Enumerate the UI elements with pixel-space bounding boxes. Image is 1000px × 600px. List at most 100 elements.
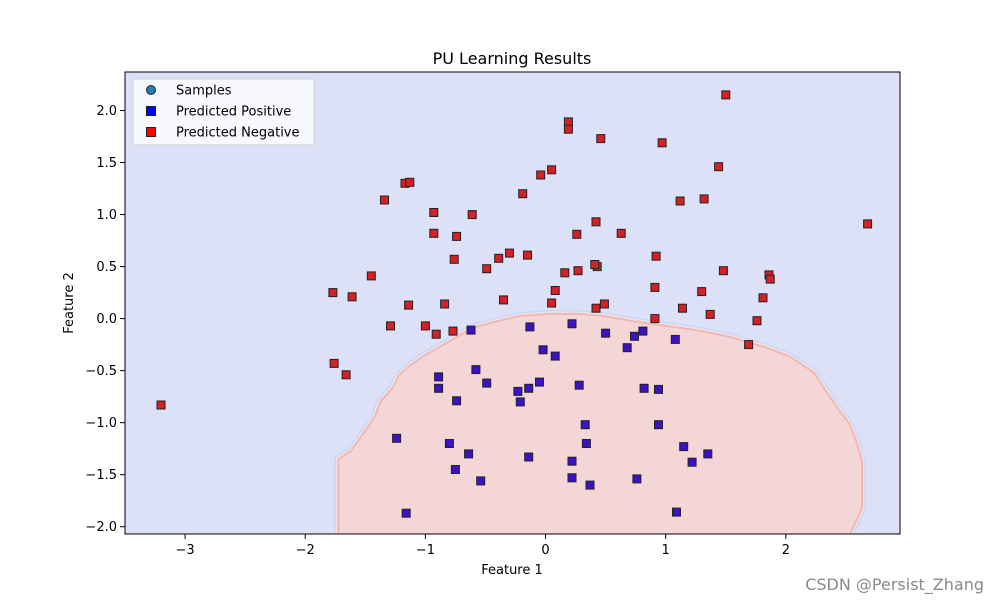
- predicted-negative-point: [536, 170, 546, 180]
- legend-label-samples: Samples: [176, 84, 232, 99]
- predicted-negative-point: [697, 287, 707, 297]
- predicted-negative-point: [328, 288, 338, 298]
- x-axis-label: Feature 1: [481, 563, 543, 578]
- predicted-positive-point: [538, 345, 548, 355]
- predicted-negative-point: [499, 295, 508, 305]
- predicted-negative-point: [765, 274, 775, 284]
- predicted-positive-point: [601, 328, 611, 338]
- legend-label-predicted-positive: Predicted Positive: [176, 105, 291, 120]
- predicted-negative-point: [718, 266, 728, 276]
- watermark: CSDN @Persist_Zhang: [805, 575, 984, 594]
- predicted-positive-point: [444, 439, 454, 448]
- legend-box: [132, 78, 315, 146]
- predicted-negative-point: [863, 219, 873, 229]
- predicted-negative-point: [347, 292, 357, 302]
- predicted-positive-point: [466, 325, 476, 335]
- axes: −3 −2 −1 0 1 2 −2.0 −1.5 −1.0 −0.5 0.0 0.5 1.0 1.5 2.0: [85, 71, 901, 558]
- predicted-positive-point: [630, 331, 639, 341]
- predicted-positive-point: [401, 508, 411, 518]
- predicted-negative-point: [156, 400, 166, 410]
- chart-title: PU Learning Results: [433, 49, 592, 68]
- y-tick-label: −0.5: [85, 364, 117, 379]
- y-tick-label: 0.5: [96, 260, 117, 275]
- x-tick-label: −3: [175, 543, 194, 558]
- predicted-negative-point: [494, 253, 504, 263]
- predicted-positive-point: [535, 377, 544, 387]
- y-tick-label: −1.5: [85, 468, 117, 483]
- predicted-positive-point: [550, 351, 560, 361]
- legend-label-predicted-negative: Predicted Negative: [176, 126, 300, 141]
- predicted-positive-point: [567, 473, 577, 483]
- predicted-positive-point: [567, 456, 577, 466]
- predicted-negative-point: [547, 165, 557, 175]
- predicted-negative-point: [651, 251, 661, 261]
- predicted-negative-point: [599, 299, 609, 309]
- predicted-positive-point: [580, 420, 590, 430]
- predicted-positive-point: [392, 433, 402, 443]
- predicted-positive-point: [632, 474, 642, 484]
- predicted-positive-point: [450, 465, 460, 474]
- predicted-positive-point: [525, 322, 535, 332]
- predicted-positive-point: [524, 383, 534, 393]
- predicted-positive-point: [639, 383, 649, 393]
- predicted-positive-point: [471, 365, 481, 375]
- predicted-negative-point: [650, 282, 660, 292]
- y-axis-label: Feature 2: [62, 272, 77, 334]
- predicted-negative-point: [572, 229, 582, 239]
- predicted-negative-point: [518, 189, 528, 199]
- y-tick-label: 1.0: [96, 208, 117, 223]
- predicted-positive-point: [581, 439, 591, 448]
- predicted-negative-point: [678, 303, 687, 313]
- legend-marker-samples: [146, 85, 156, 95]
- predicted-negative-point: [563, 124, 573, 134]
- predicted-negative-point: [404, 300, 414, 310]
- x-tick-label: −2: [296, 543, 315, 558]
- predicted-positive-point: [585, 480, 595, 490]
- predicted-positive-point: [515, 397, 525, 407]
- predicted-negative-point: [596, 134, 606, 144]
- predicted-negative-point: [550, 286, 560, 295]
- plot-frame: [124, 71, 901, 535]
- legend-marker-predicted-positive: [146, 106, 156, 116]
- predicted-negative-point: [482, 264, 492, 274]
- positive-region-fill: [338, 313, 863, 534]
- predicted-positive-point: [567, 319, 577, 329]
- predicted-positive-point: [703, 449, 713, 459]
- y-tick-label: 0.0: [96, 312, 117, 327]
- predicted-negative-point: [366, 271, 376, 281]
- predicted-negative-point: [380, 195, 389, 205]
- predicted-positive-point: [513, 386, 523, 396]
- predicted-negative-point: [721, 90, 731, 100]
- predicted-positive-point: [464, 449, 474, 459]
- predicted-negative-point: [429, 228, 439, 238]
- predicted-negative-point: [429, 208, 439, 217]
- predicted-positive-point: [524, 452, 534, 462]
- x-tick-label: 0: [541, 543, 549, 558]
- predicted-positive-point: [654, 420, 663, 430]
- predicted-negative-point: [449, 254, 459, 264]
- predicted-positive-point: [452, 396, 462, 406]
- predicted-positive-point: [482, 378, 492, 388]
- legend: Samples Predicted Positive Predicted Negat…: [132, 78, 315, 146]
- predicted-negative-point: [467, 210, 477, 220]
- predicted-negative-point: [714, 162, 724, 172]
- predicted-negative-point: [386, 321, 395, 331]
- predicted-negative-point: [752, 316, 762, 326]
- predicted-negative-point: [590, 260, 600, 269]
- predicted-negative-point: [573, 266, 583, 276]
- predicted-negative-point: [744, 340, 754, 350]
- predicted-negative-point: [560, 268, 570, 278]
- predicted-positive-point: [654, 384, 663, 394]
- predicted-negative-point: [591, 303, 601, 313]
- predicted-negative-point: [523, 250, 532, 260]
- predicted-positive-point: [434, 383, 444, 393]
- predicted-positive-point: [574, 380, 584, 390]
- x-tick-label: 2: [782, 543, 790, 558]
- predicted-negative-point: [758, 293, 768, 303]
- predicted-positive-point: [687, 457, 697, 467]
- plot-area: [125, 72, 900, 534]
- predicted-negative-point: [405, 177, 415, 187]
- predicted-negative-point: [452, 231, 462, 241]
